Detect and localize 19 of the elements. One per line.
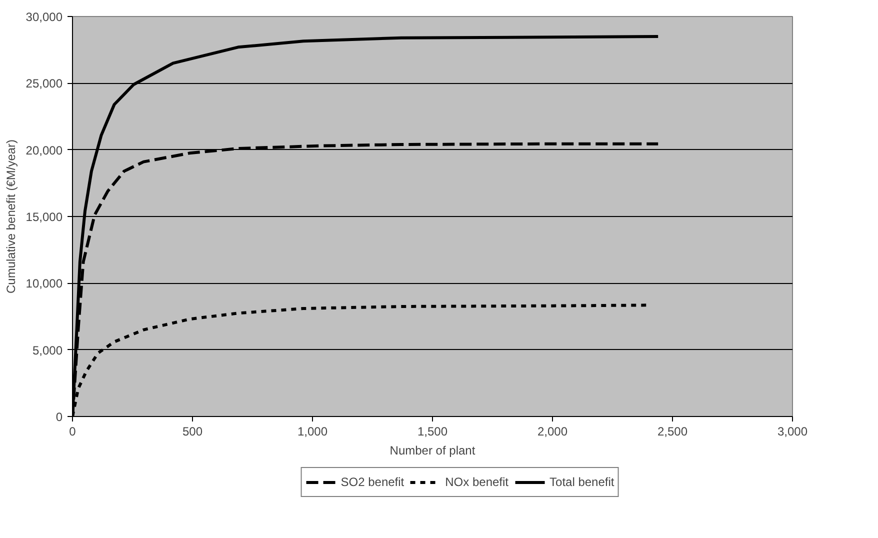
y-tick-label: 0 bbox=[56, 410, 63, 424]
legend-label: NOx benefit bbox=[445, 475, 509, 489]
x-tick-label: 2,500 bbox=[657, 424, 688, 438]
y-tick-label: 20,000 bbox=[26, 143, 63, 158]
y-tick-label: 10,000 bbox=[26, 276, 63, 291]
legend-label: SO2 benefit bbox=[340, 475, 404, 489]
x-tick-label: 500 bbox=[182, 424, 203, 438]
y-axis-title: Cumulative benefit (€M/year) bbox=[4, 139, 18, 294]
x-tick-label: 1,500 bbox=[417, 424, 448, 438]
legend-label: Total benefit bbox=[550, 475, 614, 489]
x-axis-title: Number of plant bbox=[390, 444, 476, 458]
y-tick-label: 15,000 bbox=[26, 210, 63, 224]
y-tick-label: 25,000 bbox=[26, 76, 63, 91]
y-tick-label: 5,000 bbox=[32, 343, 63, 358]
x-tick-label: 1,000 bbox=[297, 424, 328, 438]
x-tick-label: 3,000 bbox=[777, 424, 808, 438]
x-tick-label: 0 bbox=[69, 424, 76, 438]
x-tick-label: 2,000 bbox=[537, 424, 568, 438]
y-tick-label: 30,000 bbox=[26, 10, 63, 24]
